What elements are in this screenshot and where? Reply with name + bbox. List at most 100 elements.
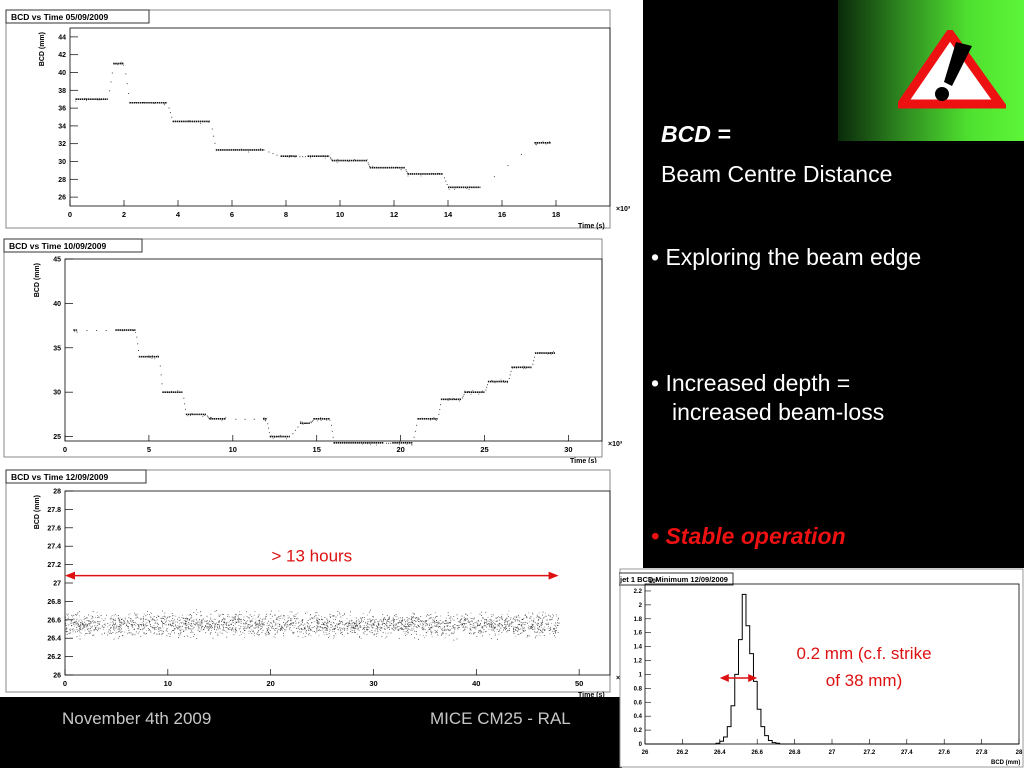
data-point <box>364 631 366 633</box>
data-point <box>507 613 508 615</box>
data-point <box>478 621 480 622</box>
data-point <box>422 625 424 627</box>
data-point <box>190 620 192 622</box>
data-point <box>325 630 327 631</box>
data-point <box>542 140 544 142</box>
data-point <box>97 630 99 631</box>
data-point <box>259 620 260 621</box>
data-point <box>505 619 506 621</box>
data-point <box>506 621 508 622</box>
data-point <box>372 165 374 167</box>
transition-point <box>510 370 512 372</box>
data-point <box>84 634 86 636</box>
data-point <box>191 413 193 415</box>
data-point <box>135 621 137 623</box>
data-point <box>266 418 268 420</box>
data-point <box>362 617 363 619</box>
data-point <box>245 621 247 623</box>
data-point <box>433 173 435 175</box>
data-point <box>261 622 263 624</box>
data-point <box>551 352 553 353</box>
data-point <box>555 630 556 632</box>
transition-point <box>385 442 387 444</box>
data-point <box>394 627 396 629</box>
data-point <box>67 614 68 616</box>
data-point <box>341 620 343 622</box>
data-point <box>371 625 373 626</box>
data-point <box>350 631 352 632</box>
data-point <box>147 628 149 630</box>
data-point <box>316 629 318 631</box>
data-point <box>547 623 549 625</box>
data-point <box>504 627 505 629</box>
data-point <box>466 618 468 620</box>
data-point <box>235 618 237 620</box>
data-point <box>293 631 295 633</box>
chart-title: BCD vs Time 12/09/2009 <box>11 472 108 482</box>
data-point <box>120 621 121 623</box>
transition-point <box>532 363 534 365</box>
data-point <box>268 632 270 634</box>
data-point <box>536 635 538 636</box>
data-point <box>110 624 111 626</box>
data-point <box>245 622 246 624</box>
data-point <box>385 632 386 634</box>
data-point <box>299 632 301 634</box>
data-point <box>214 610 216 612</box>
data-point <box>356 625 358 627</box>
data-point <box>235 619 236 621</box>
data-point <box>220 628 221 630</box>
data-point <box>458 398 460 400</box>
data-point <box>532 612 533 614</box>
data-point <box>511 621 513 623</box>
data-point <box>471 621 473 623</box>
data-point <box>124 617 126 619</box>
data-point <box>540 618 542 619</box>
data-point <box>448 634 450 636</box>
data-segment <box>331 158 368 164</box>
data-point <box>425 620 427 622</box>
data-point <box>244 623 246 625</box>
exclamation-warning-triangle-icon <box>898 30 1006 109</box>
data-point <box>180 633 182 635</box>
data-point <box>179 625 181 627</box>
x-multiplier: ×10³ <box>616 206 631 213</box>
data-point <box>398 621 400 623</box>
data-point <box>127 622 129 624</box>
data-point <box>100 628 101 630</box>
data-point <box>268 624 270 626</box>
data-point <box>171 630 173 632</box>
data-point <box>408 618 410 620</box>
data-point <box>392 619 394 621</box>
data-point <box>284 623 286 624</box>
data-point <box>171 621 173 623</box>
data-point <box>117 637 119 639</box>
data-point <box>433 619 435 621</box>
data-point <box>217 632 219 634</box>
transition-point <box>213 135 215 137</box>
data-point <box>329 628 331 630</box>
chart-title: jet 1 BCD Minimum 12/09/2009 <box>619 575 728 584</box>
footer-bar <box>0 697 622 768</box>
duration-arrow-head-left <box>65 571 75 580</box>
data-point <box>551 623 553 625</box>
data-point <box>304 628 305 629</box>
data-point <box>218 624 220 626</box>
data-point <box>134 624 135 626</box>
data-point <box>92 634 94 636</box>
data-segment <box>299 421 311 425</box>
data-point <box>142 620 144 622</box>
data-point <box>549 615 551 616</box>
data-point <box>171 390 173 392</box>
data-point <box>76 629 78 631</box>
data-point <box>90 630 92 631</box>
data-point <box>83 627 84 629</box>
data-point <box>164 103 166 105</box>
data-point <box>83 625 85 627</box>
data-point <box>349 614 351 616</box>
data-point <box>296 618 298 620</box>
data-point <box>232 622 234 624</box>
data-point <box>369 621 371 623</box>
data-point <box>391 627 393 629</box>
data-point <box>441 634 443 635</box>
